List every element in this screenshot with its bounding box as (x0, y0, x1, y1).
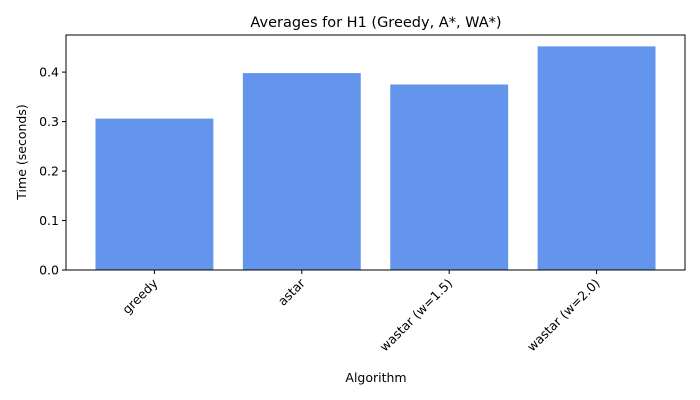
x-tick-label-3: wastar (w=2.0) (524, 276, 603, 355)
x-tick-label-1: astar (275, 275, 309, 309)
y-tick-label-4: 0.4 (39, 65, 59, 80)
bars-group (95, 46, 656, 271)
y-axis: 0.0 0.1 0.2 0.3 0.4 (39, 65, 66, 278)
y-axis-label: Time (seconds) (14, 104, 29, 200)
bar-0 (95, 118, 214, 270)
bar-1 (242, 73, 361, 271)
x-axis-label: Algorithm (345, 370, 406, 385)
x-tick-label-0: greedy (119, 275, 161, 317)
chart-title: Averages for H1 (Greedy, A*, WA*) (250, 15, 501, 31)
y-tick-label-3: 0.3 (39, 114, 59, 129)
x-axis: greedy astar wastar (w=1.5) wastar (w=2.0) (119, 270, 603, 354)
x-tick-label-2: wastar (w=1.5) (377, 276, 456, 355)
y-tick-label-0: 0.0 (39, 263, 59, 278)
y-tick-label-2: 0.2 (39, 164, 59, 179)
bar-2 (390, 84, 509, 270)
plot-frame (65, 34, 686, 271)
y-tick-label-1: 0.1 (39, 213, 59, 228)
bar-3 (537, 46, 656, 270)
